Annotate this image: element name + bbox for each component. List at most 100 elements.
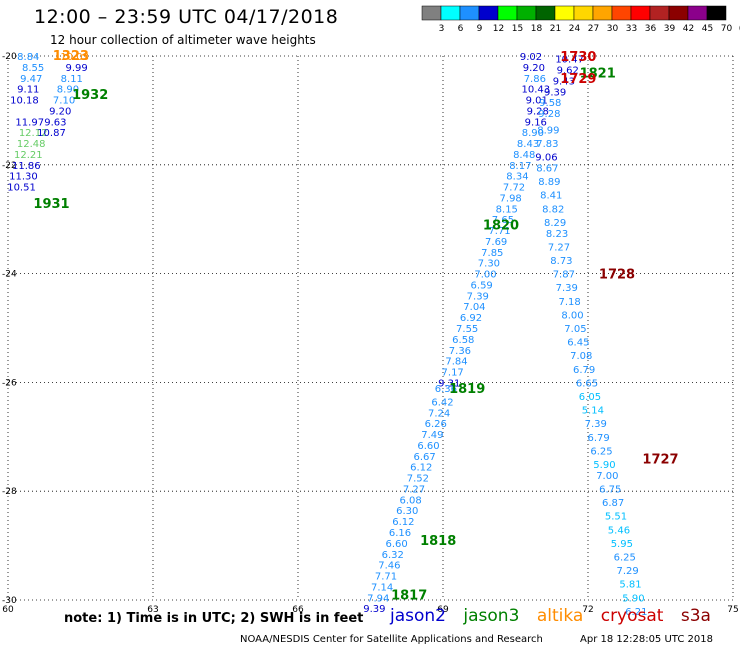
data-point-jason2: 7.36 <box>449 346 471 357</box>
time-label: 1323 <box>53 49 89 64</box>
data-point-jason2: 9.16 <box>525 117 547 128</box>
data-point-s3a: 7.39 <box>556 283 578 294</box>
colorbar-label: 9 <box>477 24 483 34</box>
y-tick-label: -24 <box>2 270 17 280</box>
data-point-s3a: 6.87 <box>602 498 624 509</box>
data-point-s3a: 7.18 <box>559 297 581 308</box>
data-point-jason2: 9.28 <box>527 106 549 117</box>
colorbar-label: 12 <box>493 24 504 34</box>
legend-jason2: jason2 <box>390 606 446 626</box>
time-label: 1730 <box>560 50 596 65</box>
data-point-jason2: 7.65 <box>492 215 514 226</box>
time-label: 1932 <box>72 88 108 103</box>
data-point-s3a: 8.99 <box>537 125 559 136</box>
data-point-jason2: 6.36 <box>435 384 457 395</box>
colorbar-label: 18 <box>531 24 543 34</box>
colorbar-label: 24 <box>569 24 581 34</box>
data-point-jason3: 12.21 <box>14 150 43 161</box>
data-point-jason2: 7.71 <box>375 572 397 583</box>
data-point-s3a: 5.90 <box>593 460 615 471</box>
data-point-s3a: 6.45 <box>567 338 589 349</box>
colorbar-swatch <box>668 5 689 21</box>
data-point-altika: 8.90 <box>57 85 79 96</box>
data-point-altika: 9.63 <box>44 117 66 128</box>
data-point-jason2: 6.67 <box>414 452 436 463</box>
time-label: 1727 <box>642 453 678 468</box>
data-point-jason2: 6.60 <box>417 441 439 452</box>
colorbar-swatch <box>649 5 670 21</box>
colorbar-swatch <box>535 5 556 21</box>
data-point-s3a: 7.00 <box>596 471 618 482</box>
colorbar-swatch <box>611 5 632 21</box>
data-point-s3a: 6.05 <box>579 392 601 403</box>
data-point-s3a: 8.00 <box>561 310 583 321</box>
data-point-jason3: 8.84 <box>17 52 39 63</box>
data-point-jason3: 11.97 <box>15 117 44 128</box>
data-point-jason2: 6.16 <box>389 528 411 539</box>
colorbar-swatch <box>687 5 708 21</box>
colorbar-swatch <box>592 5 613 21</box>
data-point-jason2: 7.55 <box>456 324 478 335</box>
data-point-jason3: 10.51 <box>7 183 36 194</box>
legend-altika: altika <box>536 606 584 626</box>
colorbar-label: 3 <box>439 24 445 34</box>
y-tick-label: -30 <box>2 596 17 606</box>
data-point-s3a: 9.58 <box>539 98 561 109</box>
x-tick-label: 72 <box>582 605 593 615</box>
data-point-jason2: 7.46 <box>378 561 400 572</box>
data-point-jason2: 9.39 <box>363 604 385 615</box>
data-point-s3a: 7.39 <box>585 419 607 430</box>
data-point-jason2: 7.14 <box>371 582 393 593</box>
page-title: 12:00 – 23:59 UTC 04/17/2018 <box>34 6 339 28</box>
colorbar-label: 36 <box>645 24 657 34</box>
y-tick-label: -22 <box>2 161 17 171</box>
data-point-jason3: 10.18 <box>10 96 39 107</box>
colorbar-swatch <box>497 5 518 21</box>
data-point-jason2: 7.52 <box>407 474 429 485</box>
data-point-jason2: 8.43 <box>517 139 539 150</box>
data-point-jason2: 7.86 <box>524 74 546 85</box>
data-point-jason3: 12.12 <box>19 128 48 139</box>
footer-note: note: 1) Time is in UTC; 2) SWH is in fe… <box>64 611 364 626</box>
time-label: 1819 <box>449 382 485 397</box>
data-point-s3a: 8.89 <box>538 177 560 188</box>
time-label: 1728 <box>599 268 635 283</box>
colorbar-swatch <box>630 5 651 21</box>
data-point-s3a: 7.83 <box>536 139 558 150</box>
data-point-s3a: 7.27 <box>548 242 570 253</box>
footer-credit: NOAA/NESDIS Center for Satellite Applica… <box>240 634 543 645</box>
colorbar-label: 39 <box>664 24 676 34</box>
colorbar-swatch <box>459 5 480 21</box>
data-point-s3a: 8.29 <box>544 218 566 229</box>
x-tick-label: 69 <box>437 605 449 615</box>
data-point-s3a: 8.82 <box>542 204 564 215</box>
data-point-jason2: 6.42 <box>431 397 453 408</box>
data-point-jason2: 6.12 <box>392 517 414 528</box>
data-point-jason2: 7.69 <box>485 237 507 248</box>
data-point-jason2: 9.31 <box>438 378 460 389</box>
chart-time-labels: 1932 1931 1821 1820 1819 1818 1817 1730 1729 1728… <box>33 49 678 604</box>
page-subtitle: 12 hour collection of altimeter wave hei… <box>50 33 316 47</box>
data-point-jason2: 7.27 <box>403 484 425 495</box>
data-point-s3a: 7.08 <box>570 351 592 362</box>
y-tick-label: -26 <box>2 378 17 388</box>
data-point-jason2: 6.26 <box>425 419 447 430</box>
time-label: 1931 <box>33 197 69 212</box>
time-label: 1821 <box>580 66 616 81</box>
data-point-s3a: 6.75 <box>599 484 621 495</box>
data-point-altika: 10.03 <box>60 52 89 63</box>
data-point-s3a: 8.23 <box>546 229 568 240</box>
data-point-jason2: 6.30 <box>396 506 418 517</box>
y-tick-label: -20 <box>2 52 17 62</box>
data-point-jason2: 7.30 <box>478 259 500 270</box>
data-point-s3a: 9.28 <box>538 109 560 120</box>
data-point-jason2: 8.48 <box>513 150 535 161</box>
y-tick-label: -28 <box>2 487 17 497</box>
colorbar-label: 27 <box>588 24 599 34</box>
data-point-jason2: 6.08 <box>399 495 421 506</box>
data-point-jason3: 11.86 <box>12 161 41 172</box>
data-point-jason2: 6.12 <box>410 463 432 474</box>
time-label: 1817 <box>391 589 427 604</box>
